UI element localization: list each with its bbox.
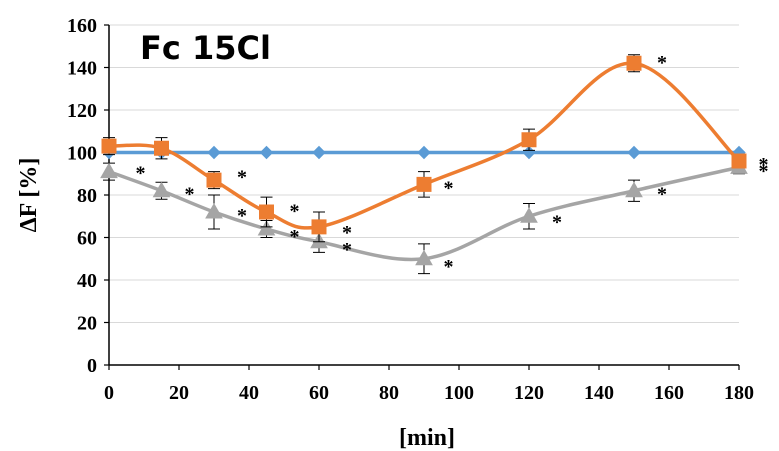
- x-tick-label: 60: [309, 382, 329, 404]
- data-point-diamond: [259, 145, 274, 160]
- data-point-square: [416, 176, 432, 192]
- x-tick-label: 20: [169, 382, 189, 404]
- data-point-square: [206, 172, 222, 188]
- data-point-triangle: [520, 207, 538, 223]
- series-line: [108, 61, 741, 230]
- x-tick-label: 80: [379, 382, 399, 404]
- significance-asterisk: *: [136, 162, 146, 184]
- data-point-square: [626, 55, 642, 71]
- y-axis-title: ΔF [%]: [16, 158, 42, 233]
- x-tick-label: 160: [654, 382, 684, 404]
- y-tick-label: 140: [67, 58, 97, 80]
- significance-asterisk: *: [552, 211, 562, 233]
- data-point-diamond: [312, 145, 326, 160]
- data-point-square: [154, 140, 169, 156]
- annotations: **** ** *********: [136, 52, 769, 278]
- series-diamond: [102, 145, 746, 160]
- data-point-square: [521, 132, 537, 148]
- significance-asterisk: *: [342, 239, 352, 261]
- series-line: [108, 165, 740, 262]
- series: [100, 54, 748, 275]
- x-tick-label: 40: [239, 382, 259, 404]
- x-tick-label: 120: [514, 382, 544, 404]
- data-point-square: [311, 219, 327, 235]
- x-tick-label: 100: [444, 382, 474, 404]
- data-point-triangle: [152, 181, 171, 198]
- axes: [104, 24, 740, 370]
- data-point-triangle: [205, 202, 223, 219]
- significance-asterisk: *: [237, 205, 247, 227]
- significance-asterisk: *: [290, 201, 300, 223]
- data-point-square: [101, 138, 117, 154]
- y-tick-label: 60: [77, 228, 97, 250]
- data-point-diamond: [207, 145, 221, 160]
- chart-title: Fc 15Cl: [140, 29, 271, 67]
- significance-asterisk: *: [342, 222, 352, 244]
- x-tick-labels: 0 20 40 60 80 100 120 140 160 180: [104, 382, 754, 404]
- significance-asterisk: *: [444, 177, 454, 199]
- significance-asterisk: *: [657, 184, 667, 206]
- significance-asterisk: *: [290, 226, 300, 248]
- data-point-triangle: [100, 162, 118, 179]
- data-point-diamond: [417, 145, 431, 160]
- y-tick-label: 0: [87, 355, 97, 377]
- x-tick-label: 140: [584, 382, 614, 404]
- data-point-square: [731, 153, 747, 169]
- data-point-square: [259, 204, 274, 220]
- significance-asterisk: *: [759, 160, 769, 182]
- data-point-triangle: [415, 249, 433, 266]
- significance-asterisk: *: [237, 167, 247, 189]
- y-tick-label: 160: [67, 15, 97, 37]
- y-tick-label: 120: [67, 100, 97, 122]
- y-tick-labels: 0 20 40 60 80 100 120 140 160: [67, 15, 97, 377]
- data-point-diamond: [627, 145, 641, 160]
- x-tick-label: 0: [104, 382, 114, 404]
- significance-asterisk: *: [657, 52, 667, 74]
- significance-asterisk: *: [759, 154, 769, 176]
- data-point-triangle: [625, 181, 643, 198]
- y-tick-label: 80: [77, 185, 97, 207]
- data-point-triangle: [257, 219, 276, 236]
- significance-asterisk: *: [185, 184, 195, 206]
- x-axis-title: [min]: [399, 425, 455, 451]
- x-tick-label: 180: [724, 382, 754, 404]
- series-square: [101, 54, 747, 243]
- y-tick-label: 100: [67, 143, 97, 165]
- significance-asterisk: *: [444, 256, 454, 278]
- y-tick-label: 20: [77, 313, 97, 335]
- y-tick-label: 40: [77, 270, 97, 292]
